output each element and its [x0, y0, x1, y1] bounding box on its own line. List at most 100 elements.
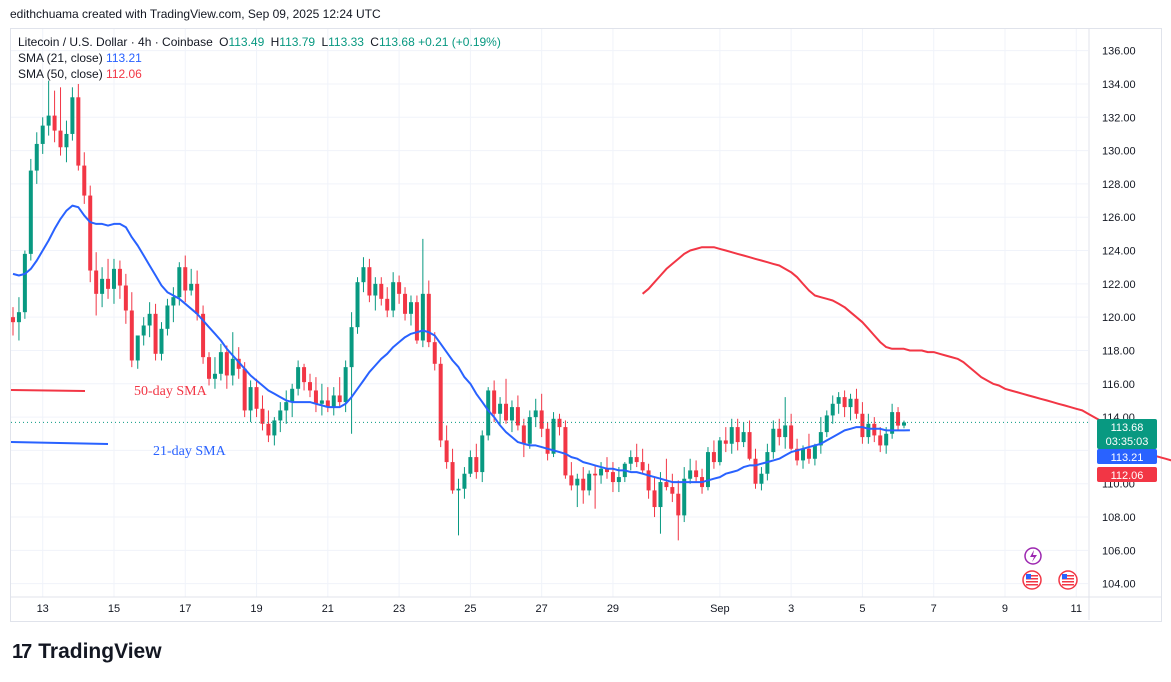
candle-body [878, 435, 883, 446]
candle-body [111, 268, 116, 289]
price-tag[interactable]: 112.06 [1097, 467, 1157, 482]
candle-up [836, 392, 841, 414]
candle-body [688, 470, 693, 479]
candle-down [777, 418, 782, 446]
candle-down [260, 395, 265, 431]
candle-body [646, 470, 651, 491]
legend-sma50-row[interactable]: SMA (50, close) 112.06 [18, 66, 501, 82]
candle-up [391, 272, 396, 318]
low-value: 113.33 [328, 35, 364, 49]
x-tick-label: 27 [536, 603, 548, 615]
candle-body [325, 400, 330, 408]
chart-frame[interactable] [10, 28, 1162, 622]
us-flag-event-icon[interactable] [1058, 570, 1078, 590]
legend-sma21-row[interactable]: SMA (21, close) 113.21 [18, 50, 501, 66]
candle-body [753, 458, 758, 484]
candle-up [349, 312, 354, 434]
price-tag[interactable]: 113.21 [1097, 449, 1157, 464]
candle-body [759, 473, 764, 484]
x-tick-label: 23 [393, 603, 405, 615]
candle-body [444, 440, 449, 463]
flag-canton [1026, 574, 1031, 579]
candle-up [890, 403, 895, 439]
candle-up [527, 410, 532, 449]
tradingview-logo[interactable]: 17 TradingView [12, 640, 162, 664]
candle-body [777, 428, 782, 438]
candle-down [414, 295, 419, 344]
candle-body [438, 363, 443, 441]
candle-down [854, 388, 859, 419]
candle-body [397, 282, 402, 294]
y-tick-label: 118.00 [1102, 345, 1135, 357]
candle-body [361, 267, 366, 283]
symbol-label[interactable]: Litecoin / U.S. Dollar · 4h · Coinbase [18, 35, 213, 49]
flag-stripe [1026, 584, 1038, 586]
candle-down [504, 378, 509, 424]
x-tick-label: 5 [859, 603, 865, 615]
candle-body [58, 130, 63, 148]
candle-body [40, 125, 45, 144]
flag-stripe [1062, 584, 1074, 586]
candle-up [486, 387, 491, 441]
candle-body [670, 487, 675, 494]
candle-up [705, 447, 710, 491]
price-tag-bg [1097, 419, 1157, 449]
candle-down [789, 413, 794, 451]
candle-body [337, 395, 342, 403]
candle-body [474, 457, 479, 473]
candle-down [795, 438, 800, 466]
candle-body [812, 445, 817, 459]
candle-body [652, 490, 657, 508]
candle-down [569, 462, 574, 491]
sma21-annotation-line [10, 441, 109, 445]
candle-body [308, 382, 312, 391]
candle-body [610, 472, 615, 483]
price-tag[interactable]: 113.68 03:35:03 [1097, 419, 1157, 449]
candle-body [581, 478, 586, 491]
candle-up [408, 295, 413, 326]
candle-down [521, 418, 526, 458]
candle-body [789, 425, 794, 449]
candle-body [177, 267, 182, 298]
candle-up [759, 467, 764, 491]
us-flag-event-icon[interactable] [1022, 570, 1042, 590]
flag-stripe [1026, 578, 1038, 580]
candle-up [771, 420, 776, 459]
candle-body [902, 422, 906, 426]
candle-down [694, 460, 699, 483]
candle-body [830, 403, 835, 416]
candle-up [456, 478, 461, 536]
candle-body [498, 403, 503, 414]
candle-body [218, 352, 223, 374]
candle-down [860, 402, 865, 444]
close-value: 113.68 [378, 35, 415, 49]
candle-body [539, 410, 544, 429]
candle-body [290, 388, 295, 403]
candle-body [147, 313, 152, 326]
candle-body [100, 278, 105, 294]
candle-body [296, 367, 301, 389]
candle-body [575, 478, 580, 486]
candle-down [397, 275, 402, 304]
candle-body [795, 448, 800, 461]
price-chart[interactable]: 136.00 134.00 132.00 130.00 128.00 126.00 124.… [0, 0, 1171, 640]
high-value: 113.79 [279, 35, 316, 49]
sma50-line [641, 246, 1171, 462]
candle-body [836, 397, 841, 404]
lightning-glyph-icon [1030, 550, 1037, 562]
candle-down [634, 443, 639, 468]
candle-up [46, 80, 51, 136]
candle-up [682, 467, 687, 523]
y-tick-label: 136.00 [1102, 46, 1136, 58]
candle-up [141, 317, 146, 346]
candle-down [308, 373, 312, 398]
candle-body [189, 283, 194, 291]
candle-body [551, 418, 556, 454]
candle-body [242, 368, 247, 411]
candle-body [94, 270, 99, 294]
gridlines [11, 29, 1088, 597]
candle-body [824, 415, 829, 433]
flag-stripe [1062, 578, 1074, 580]
flag-stripe [1026, 575, 1038, 577]
candle-down [664, 458, 669, 491]
